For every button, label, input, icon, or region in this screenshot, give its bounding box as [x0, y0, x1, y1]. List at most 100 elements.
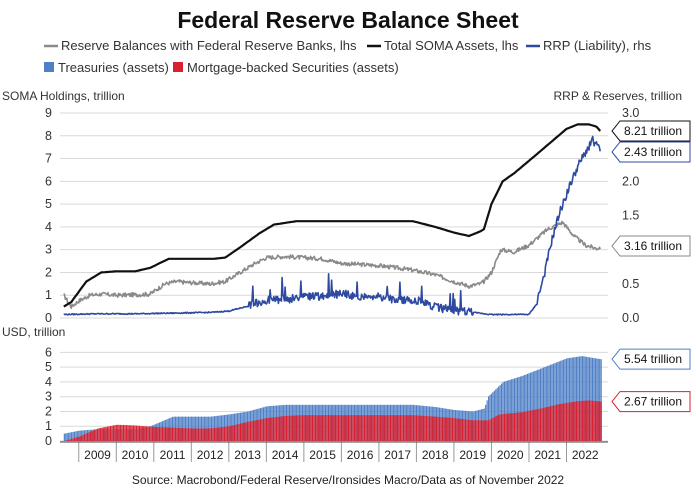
- bar-mbs: [315, 415, 316, 441]
- bar-mbs: [149, 427, 150, 441]
- bar-mbs: [176, 428, 177, 441]
- bar-mbs: [312, 415, 313, 441]
- bar-mbs: [345, 415, 346, 441]
- bar-mbs: [168, 428, 169, 441]
- bar-mbs: [182, 428, 183, 441]
- bar-mbs: [504, 414, 505, 441]
- bar-mbs: [309, 415, 310, 441]
- legend-swatch-treasuries: [44, 62, 54, 72]
- bar-mbs: [361, 415, 362, 441]
- bar-mbs: [374, 415, 375, 441]
- bar-mbs: [449, 418, 450, 441]
- bar-mbs: [231, 426, 232, 441]
- bar-mbs: [527, 411, 528, 441]
- bar-mbs: [547, 407, 548, 441]
- bar-mbs: [155, 427, 156, 441]
- bar-mbs: [482, 420, 483, 441]
- bar-mbs: [72, 438, 73, 441]
- bar-mbs: [423, 416, 424, 441]
- bar-mbs: [159, 427, 160, 441]
- bar-mbs: [534, 410, 535, 441]
- bar-mbs: [296, 415, 297, 441]
- bar-mbs: [410, 415, 411, 441]
- bar-mbs: [158, 427, 159, 441]
- bar-mbs: [201, 428, 202, 441]
- bar-mbs: [136, 426, 137, 441]
- legend-label-soma: Total SOMA Assets, lhs: [384, 38, 519, 53]
- bar-mbs: [267, 418, 268, 441]
- bar-mbs: [537, 409, 538, 441]
- bar-mbs: [469, 420, 470, 441]
- bar-mbs: [90, 432, 91, 441]
- bar-mbs: [87, 433, 88, 441]
- bar-mbs: [179, 428, 180, 441]
- bar-mbs: [397, 415, 398, 441]
- y-axis-label-left: SOMA Holdings, trillion: [2, 89, 125, 103]
- bar-mbs: [235, 425, 236, 441]
- y-tick-left: 9: [45, 106, 52, 120]
- bar-mbs: [455, 418, 456, 441]
- bar-mbs: [133, 425, 134, 441]
- y-tick-bottom: 2: [45, 404, 52, 418]
- y-tick-left: 7: [45, 152, 52, 166]
- bar-mbs: [243, 423, 244, 441]
- y-tick-right: 0.5: [622, 277, 639, 291]
- bar-mbs: [357, 415, 358, 441]
- bar-mbs: [348, 415, 349, 441]
- bar-mbs: [407, 415, 408, 441]
- bar-mbs: [472, 420, 473, 441]
- bar-mbs: [582, 401, 583, 441]
- bar-mbs: [430, 416, 431, 441]
- bar-mbs: [528, 411, 529, 441]
- bar-mbs: [192, 428, 193, 441]
- chart-title: Federal Reserve Balance Sheet: [177, 7, 519, 33]
- bar-mbs: [191, 428, 192, 441]
- bar-mbs: [81, 436, 82, 441]
- bar-mbs: [386, 415, 387, 441]
- bar-mbs: [198, 428, 199, 441]
- legend-label-reserves: Reserve Balances with Federal Reserve Ba…: [61, 38, 357, 53]
- bar-mbs: [98, 428, 99, 441]
- bar-mbs: [103, 427, 104, 441]
- bar-mbs: [562, 404, 563, 441]
- bar-mbs: [364, 415, 365, 441]
- bar-mbs: [362, 415, 363, 441]
- bar-mbs: [107, 427, 108, 441]
- bar-mbs: [130, 425, 131, 441]
- y-tick-right: 1.5: [622, 209, 639, 223]
- bar-mbs: [416, 415, 417, 441]
- bar-mbs: [394, 415, 395, 441]
- bar-mbs: [106, 427, 107, 441]
- bar-mbs: [126, 425, 127, 441]
- bar-mbs: [355, 415, 356, 441]
- bar-mbs: [263, 419, 264, 441]
- bar-mbs: [476, 420, 477, 441]
- bar-mbs: [280, 416, 281, 441]
- bar-mbs: [494, 417, 495, 441]
- y-tick-left: 0: [45, 311, 52, 325]
- x-tick-label: 2019: [459, 448, 486, 462]
- bar-mbs: [94, 430, 95, 441]
- bar-mbs: [189, 428, 190, 441]
- bar-mbs: [334, 415, 335, 441]
- bar-mbs: [501, 414, 502, 441]
- bar-mbs: [380, 415, 381, 441]
- y-tick-right: 2.0: [622, 174, 639, 188]
- bar-mbs: [215, 428, 216, 441]
- bar-mbs: [420, 416, 421, 441]
- bar-mbs: [585, 401, 586, 441]
- bar-mbs: [302, 415, 303, 441]
- bar-mbs: [498, 415, 499, 441]
- bar-mbs: [417, 415, 418, 441]
- bar-mbs: [404, 415, 405, 441]
- bar-mbs: [384, 415, 385, 441]
- bar-mbs: [116, 425, 117, 441]
- gridlines-top: [60, 113, 608, 318]
- stacked-bars: [64, 356, 602, 441]
- bar-mbs: [599, 401, 600, 441]
- bar-mbs: [459, 419, 460, 441]
- bar-mbs: [132, 425, 133, 441]
- y-tick-left: 3: [45, 243, 52, 257]
- bar-mbs: [88, 432, 89, 441]
- legend-label-mbs: Mortgage-backed Securities (assets): [187, 60, 399, 75]
